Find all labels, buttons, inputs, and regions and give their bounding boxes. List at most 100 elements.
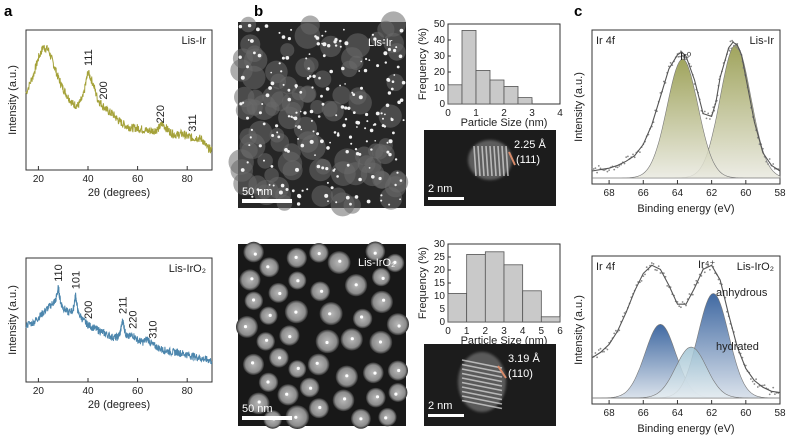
lattice-fringe [493, 145, 497, 177]
xps-data-point [762, 384, 764, 387]
xps-data-point [652, 263, 655, 265]
ir-nanoparticle [386, 150, 390, 154]
support-particle [264, 167, 279, 183]
hrtem-ir-spacing-marker [508, 151, 516, 166]
ir-nanoparticle [333, 131, 337, 134]
x-tick-label: 64 [672, 188, 684, 199]
support-particle [321, 100, 338, 117]
hrtem-iro2-scalebar-label: 2 nm [428, 400, 452, 412]
support-particle [320, 35, 342, 58]
xps-data-point [717, 278, 720, 281]
y-axis-label: Intensity (a.u.) [7, 285, 19, 355]
histogram-bar [522, 290, 542, 323]
x-tick-label: 60 [740, 188, 752, 199]
xps-data-point [618, 165, 621, 167]
xps-data-point [709, 118, 711, 120]
ir-nanoparticle [382, 117, 384, 120]
lattice-fringe [497, 145, 501, 177]
ir-nanoparticle [393, 74, 396, 76]
ir-nanoparticle [350, 142, 353, 145]
xps-data-point [659, 92, 662, 94]
hrtem-ir: 2.25 Å (111) 2 nm [424, 130, 556, 206]
xps-data-point [709, 268, 711, 271]
ir-nanoparticle [249, 136, 252, 139]
iro2-core [315, 361, 319, 365]
lattice-fringe [461, 395, 503, 405]
stem-iro2-scalebar-label: 50 nm [242, 403, 273, 415]
xps-data-point [695, 279, 698, 282]
xps-data-point [616, 166, 619, 169]
ir-nanoparticle [334, 38, 338, 42]
ir-nanoparticle [272, 184, 275, 187]
iro2-core [268, 313, 272, 317]
ir-nanoparticle [277, 135, 281, 139]
x-tick-label: 20 [33, 174, 45, 185]
support-particle [310, 100, 325, 114]
lattice-fringe [461, 359, 503, 369]
iro2-core [384, 416, 388, 420]
xps-data-point [599, 167, 602, 170]
iro2-core [320, 289, 324, 293]
peak-label: 200 [83, 301, 95, 319]
peak-label: 311 [187, 114, 199, 132]
iro2-core [309, 386, 313, 390]
x-tick-label: 2 [501, 108, 507, 119]
ir-nanoparticle [246, 116, 249, 120]
iro2-core [343, 397, 347, 401]
x-tick-label: 60 [132, 386, 144, 397]
ir-nanoparticle [270, 165, 274, 168]
support-particle [265, 60, 288, 84]
support-particle [269, 127, 285, 143]
xps-data-point [642, 275, 645, 277]
iro2-core [359, 417, 363, 421]
iro2-core [345, 374, 349, 378]
stem-iro2-label: Lis-IrO₂ [358, 257, 395, 269]
iro2-core [350, 337, 354, 341]
peak-label: 110 [53, 264, 65, 282]
stem-ir-label: Lis-Ir [368, 37, 393, 49]
xps-data-point [596, 356, 598, 359]
plot-frame [25, 257, 213, 383]
xps-data-point [640, 280, 643, 282]
lattice-fringe [461, 377, 503, 387]
x-tick-label: 4 [520, 326, 526, 337]
species-label: Ir⁴⁺ [698, 259, 715, 271]
lattice-fringe [461, 372, 503, 383]
xps-data-point [596, 171, 598, 174]
xps-data-point [654, 268, 657, 271]
x-tick-label: 0 [445, 108, 451, 119]
y-axis-label: Frequency (%) [417, 28, 429, 100]
ir-nanoparticle [251, 195, 254, 198]
iro2-core [257, 400, 261, 404]
support-particle [280, 43, 295, 58]
stem-image-iro2: Lis-IrO₂ 50 nm [236, 241, 409, 429]
ir-nanoparticle [311, 86, 314, 89]
y-tick-label: 20 [434, 67, 446, 78]
lattice-fringe [461, 386, 503, 396]
ir-nanoparticle [246, 161, 249, 164]
stem-ir-scalebar [242, 199, 292, 203]
xps-data-point [656, 269, 658, 272]
ir-nanoparticle [383, 39, 385, 41]
plot-frame [25, 29, 213, 171]
histogram-bar [461, 29, 477, 105]
ir-nanoparticle [396, 65, 400, 69]
xps-data-point [666, 285, 669, 287]
xps-data-point [763, 384, 766, 386]
xps-data-point [678, 305, 681, 308]
ir-nanoparticle [262, 122, 266, 126]
ir-nanoparticle [263, 159, 265, 162]
xps-data-point [613, 332, 616, 335]
lattice-fringe [461, 381, 503, 392]
xps-data-point [765, 160, 768, 163]
y-axis-label: Intensity (a.u.) [573, 72, 585, 142]
xps-data-point [733, 44, 736, 47]
ir-nanoparticle [297, 125, 301, 129]
iro2-core [360, 315, 364, 319]
xps-data-point [679, 55, 681, 58]
ir-nanoparticle [398, 54, 403, 59]
hrtem-ir-plane: (111) [516, 154, 540, 166]
lattice-fringe [505, 145, 509, 177]
xps-data-point [606, 170, 609, 173]
xps-data-point [772, 163, 775, 165]
